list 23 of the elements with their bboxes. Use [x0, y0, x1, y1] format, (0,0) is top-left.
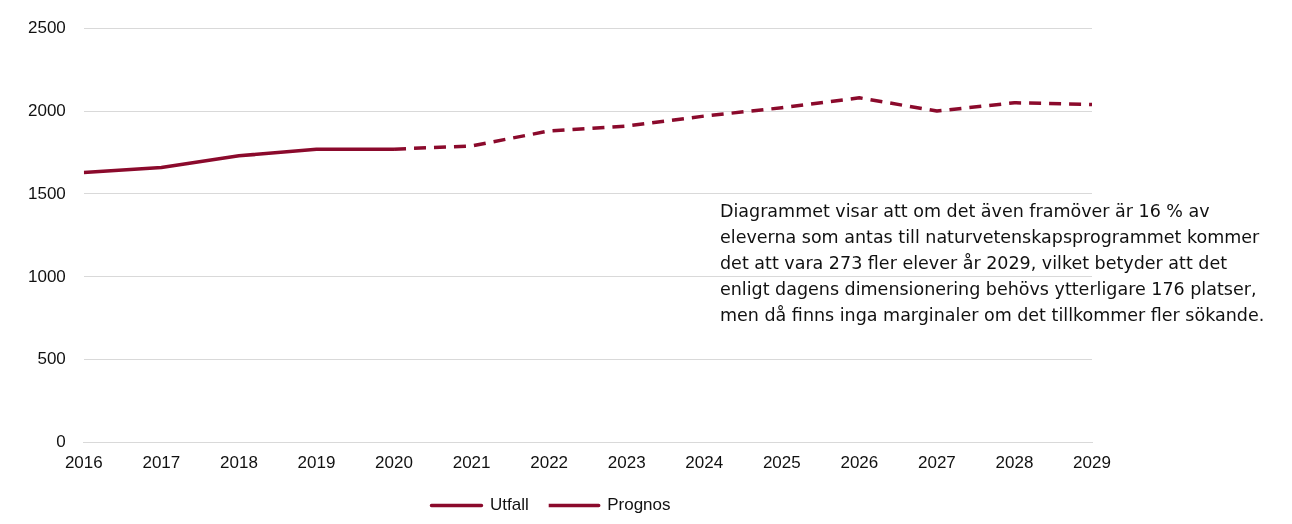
y-tick-label: 2500	[27, 17, 66, 37]
x-tick-label: 2017	[142, 453, 181, 473]
y-tick-label: 0	[56, 432, 66, 452]
x-tick-label: 2022	[530, 453, 569, 473]
x-tick-label: 2026	[840, 453, 879, 473]
x-tick-label: 2020	[375, 453, 413, 473]
y-tick-label: 1500	[27, 183, 66, 203]
legend-label: Utfall	[489, 495, 529, 515]
x-tick-label: 2027	[917, 453, 956, 473]
x-tick-label: 2016	[64, 453, 103, 473]
x-tick-label: 2021	[452, 453, 491, 473]
x-tick-label: 2029	[1073, 453, 1111, 473]
legend-label: Prognos	[607, 495, 671, 515]
annotation: Diagrammet visar att om det även framöver är 16 % av eleverna som antas till naturvetenskapsprogrammet kommer det att vara 273 fler elever år 2029, vilket betyder att det enligt dagens dimensionering behövs ytterligare 176 platser, men då finns inga marginaler om det tillkommer fler sökande.	[720, 200, 1266, 327]
y-tick-label: 2000	[27, 100, 66, 120]
x-tick-label: 2025	[762, 453, 801, 473]
x-tick-label: 2024	[685, 453, 724, 473]
y-tick-label: 500	[37, 349, 66, 369]
x-tick-label: 2019	[297, 453, 336, 473]
x-tick-label: 2018	[220, 453, 258, 473]
y-tick-label: 1000	[27, 266, 66, 286]
x-tick-label: 2023	[607, 453, 646, 473]
x-tick-label: 2028	[995, 453, 1034, 473]
